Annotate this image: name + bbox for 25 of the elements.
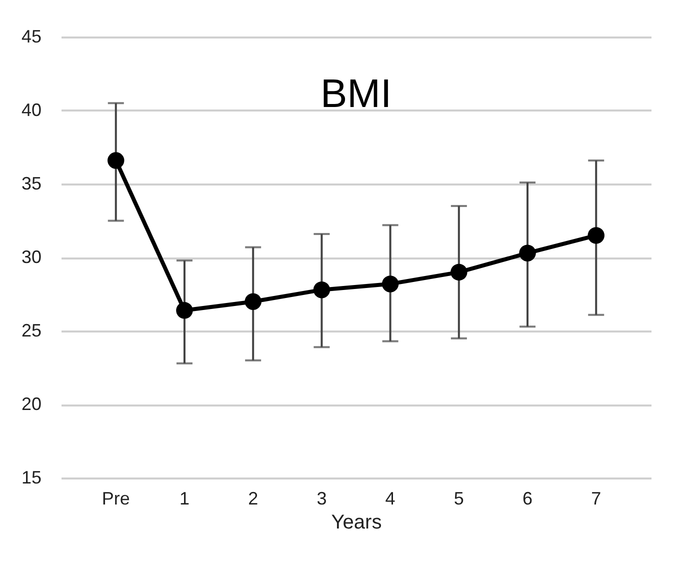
point bbox=[108, 152, 124, 169]
y-tick-label: 45 bbox=[21, 26, 42, 46]
x-tick-label: Pre bbox=[102, 488, 130, 508]
x-tick-label: 5 bbox=[454, 488, 464, 508]
x-tick-label: 7 bbox=[591, 488, 602, 508]
point bbox=[519, 244, 536, 262]
point bbox=[382, 276, 399, 292]
y-tick-label: 30 bbox=[21, 247, 42, 267]
x-tick-label: 4 bbox=[385, 488, 396, 508]
point bbox=[244, 293, 262, 310]
y-tick-label: 20 bbox=[21, 394, 42, 414]
x-tick-label: 6 bbox=[522, 488, 533, 508]
text: BMI bbox=[320, 72, 392, 116]
x-axis-title: Years bbox=[331, 512, 382, 534]
x-tick-label: 1 bbox=[179, 488, 190, 508]
point bbox=[450, 264, 468, 281]
y-tick-label: 35 bbox=[21, 174, 42, 194]
x-tick-label: 3 bbox=[316, 488, 327, 508]
point bbox=[176, 302, 193, 319]
point bbox=[313, 281, 330, 298]
y-tick-label: 25 bbox=[21, 320, 42, 340]
point bbox=[588, 227, 604, 244]
x-tick-label: 2 bbox=[248, 488, 258, 508]
y-tick-label: 15 bbox=[21, 468, 42, 488]
y-tick-label: 40 bbox=[21, 100, 42, 120]
